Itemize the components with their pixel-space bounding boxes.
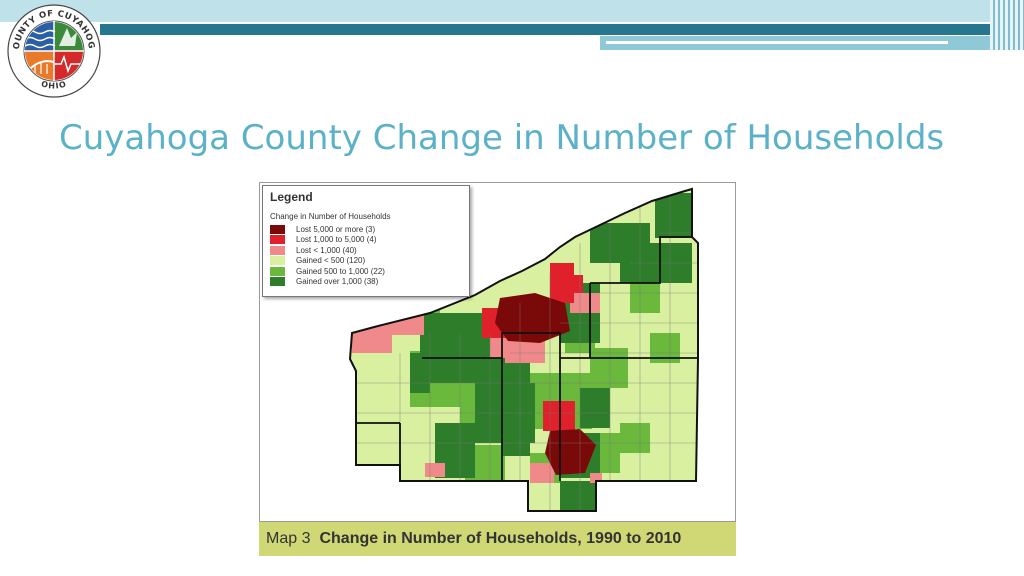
slide-title: Cuyahoga County Change in Number of Hous…: [59, 118, 945, 158]
header-band-top: [0, 0, 1024, 22]
header-band-highlight: [606, 41, 948, 44]
legend-item: Lost < 1,000 (40): [270, 245, 462, 256]
header-stripes: [990, 0, 1024, 50]
legend-swatch: [270, 266, 285, 276]
legend-item: Gained 500 to 1,000 (22): [270, 266, 462, 277]
legend-swatch: [270, 277, 285, 287]
legend-item-label: Lost 1,000 to 5,000 (4): [296, 235, 377, 245]
legend-title: Legend: [270, 190, 313, 204]
legend-swatch: [270, 256, 285, 266]
legend-item: Lost 5,000 or more (3): [270, 224, 462, 235]
svg-text:OHIO: OHIO: [40, 79, 68, 90]
caption-text: Change in Number of Households, 1990 to …: [319, 530, 682, 547]
legend-item: Lost 1,000 to 5,000 (4): [270, 235, 462, 246]
header-band-dark: [70, 24, 1024, 35]
legend-subtitle: Change in Number of Households: [270, 212, 391, 221]
map-frame: Legend Change in Number of Households Lo…: [259, 182, 736, 522]
legend-item-label: Gained 500 to 1,000 (22): [296, 266, 385, 276]
legend-item: Gained over 1,000 (38): [270, 277, 462, 288]
county-map: [348, 187, 699, 512]
legend-swatch: [270, 235, 285, 245]
county-outline: [348, 187, 699, 512]
county-seal-logo: COUNTY OF CUYAHOGA OHIO: [1, 0, 103, 100]
legend-swatch: [270, 245, 285, 255]
legend-swatch: [270, 224, 285, 234]
legend-item-label: Lost < 1,000 (40): [296, 245, 357, 255]
map-caption: Map 3 Change in Number of Households, 19…: [259, 522, 736, 556]
legend-item: Gained < 500 (120): [270, 256, 462, 267]
legend-item-label: Gained < 500 (120): [296, 256, 366, 266]
legend-item-label: Lost 5,000 or more (3): [296, 224, 376, 234]
map-legend: Legend Change in Number of Households Lo…: [262, 185, 470, 297]
seal-bottom-text: OHIO: [40, 79, 67, 90]
caption-prefix: Map 3: [266, 530, 311, 547]
legend-item-label: Gained over 1,000 (38): [296, 277, 379, 287]
